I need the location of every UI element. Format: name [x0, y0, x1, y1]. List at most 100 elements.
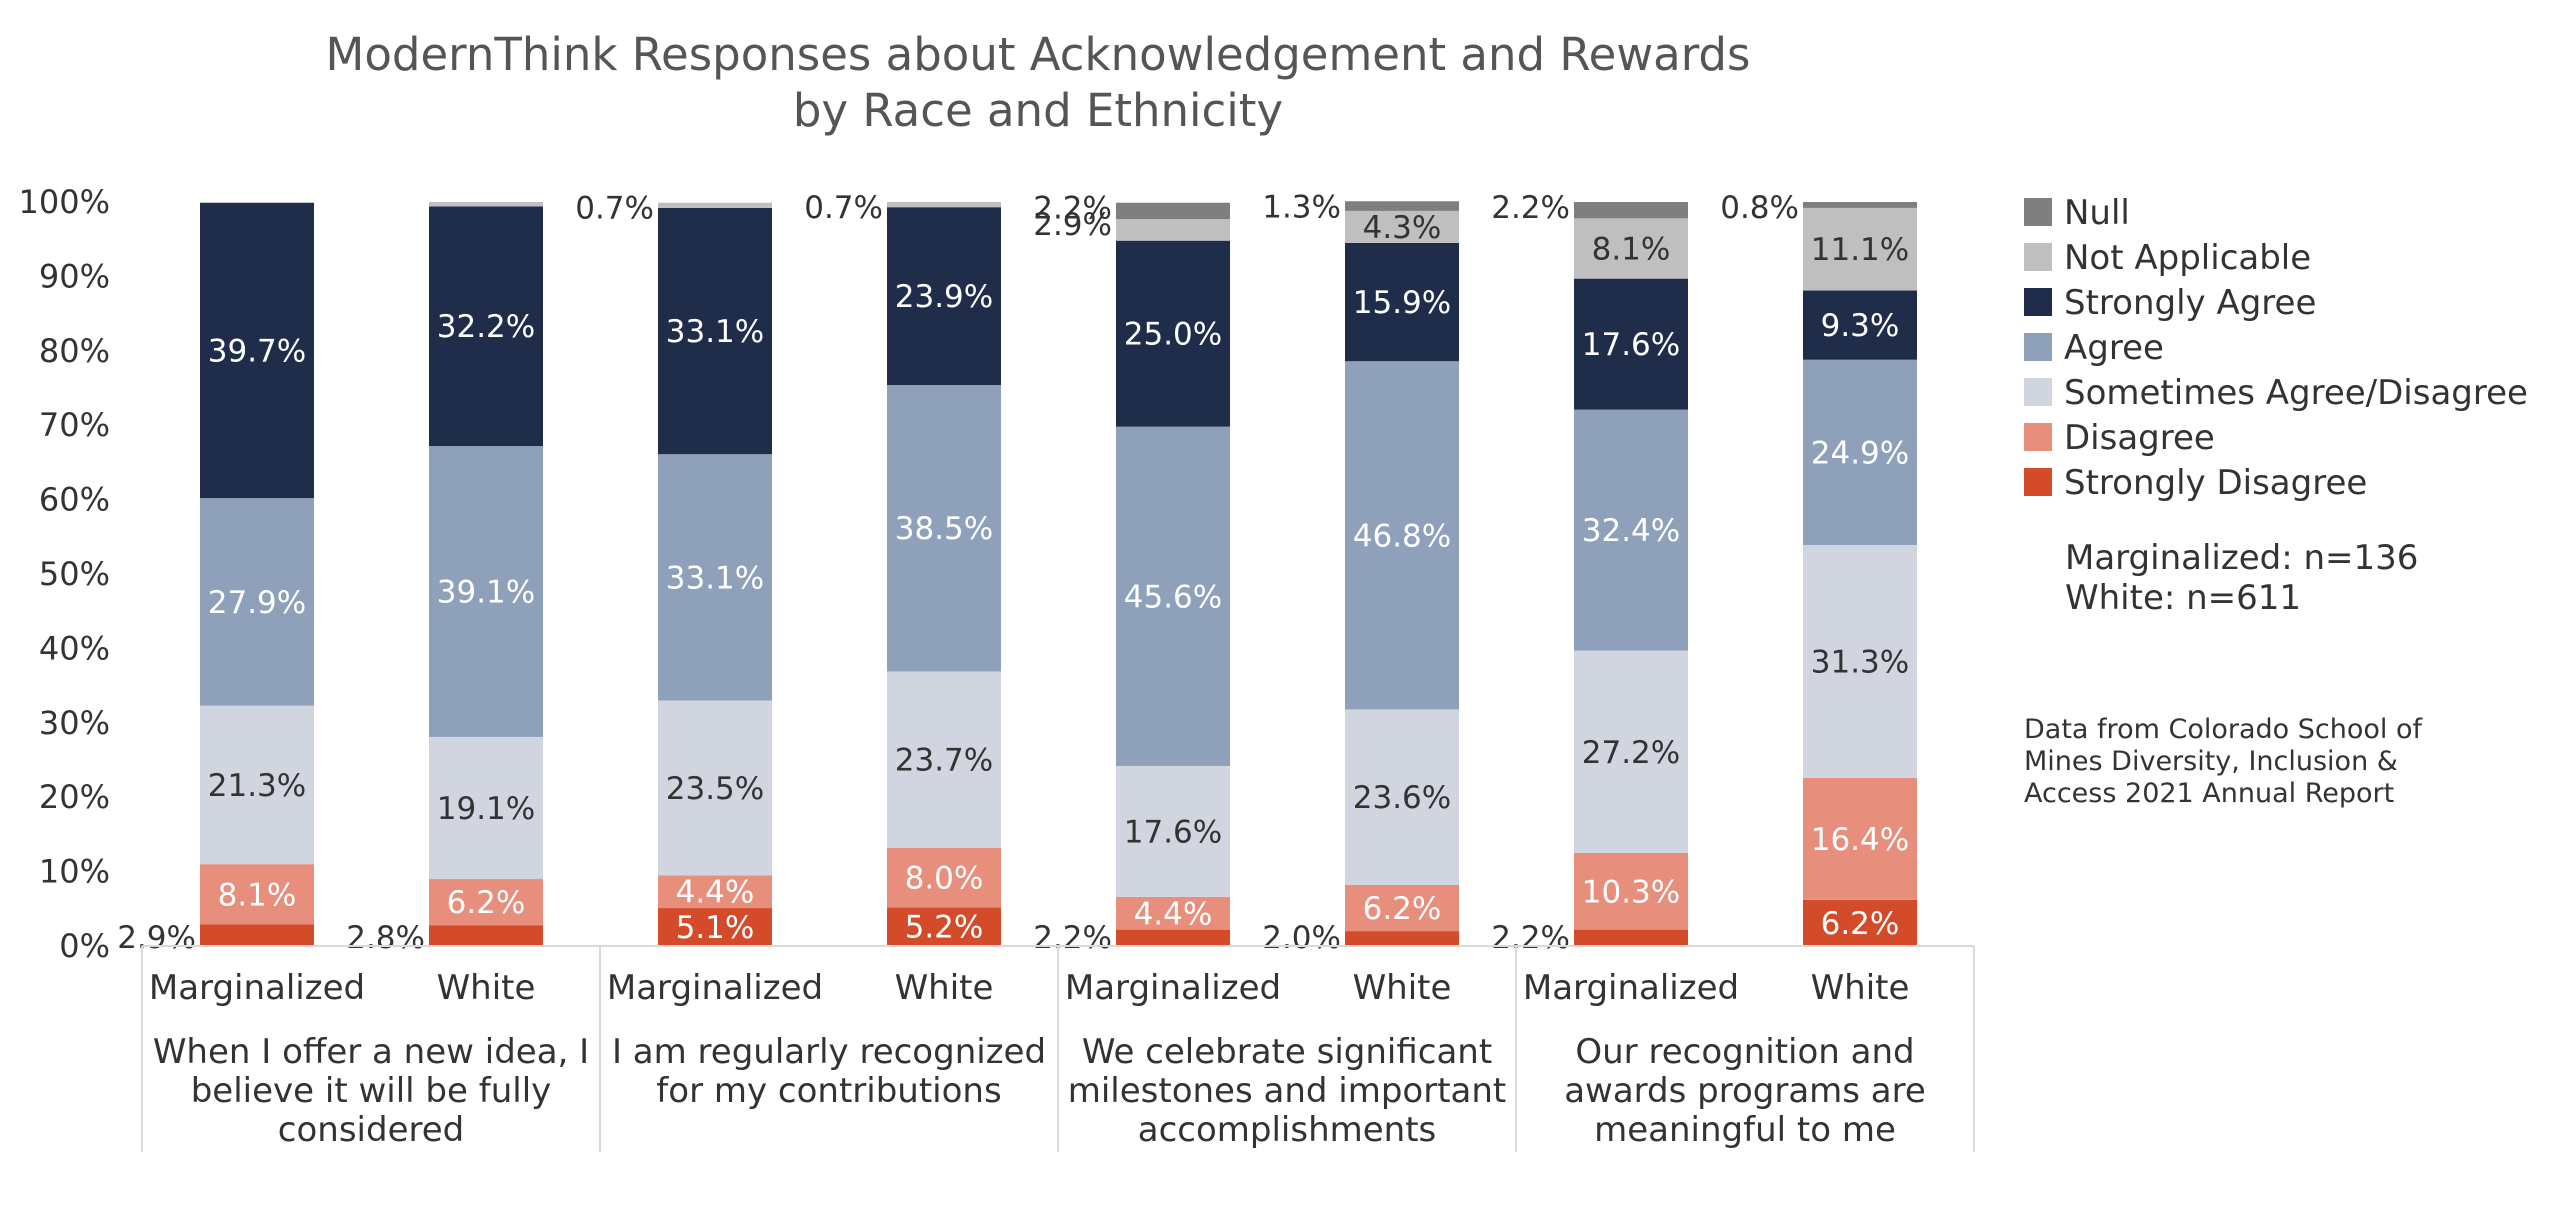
legend-label: Disagree	[2064, 418, 2215, 458]
legend-label: Strongly Disagree	[2064, 463, 2367, 503]
data-label: 32.2%	[437, 309, 535, 345]
chart-title-line: ModernThink Responses about Acknowledgem…	[326, 28, 1751, 81]
bar-segment	[429, 446, 543, 737]
bar-segment	[200, 498, 314, 706]
data-label: 23.7%	[895, 743, 993, 779]
category-label: Marginalized	[607, 968, 823, 1008]
data-label: 23.5%	[666, 771, 764, 807]
y-tick-label: 30%	[39, 704, 110, 742]
data-label: 2.9%	[117, 920, 196, 956]
bar-segment	[1574, 218, 1688, 279]
data-label: 6.2%	[1821, 906, 1900, 942]
bar-segment	[1116, 765, 1230, 897]
data-label: 2.2%	[1491, 190, 1570, 226]
bar-stack: 2.2% 10.3% 27.2% 32.4% 17.6% 8.1% 2.2%	[1491, 190, 1688, 956]
bar-segment	[200, 924, 314, 946]
y-tick-label: 60%	[39, 481, 110, 519]
data-label: 5.1%	[676, 910, 755, 946]
data-label: 2.2%	[1033, 920, 1112, 956]
legend-label: Not Applicable	[2064, 238, 2311, 278]
bar-segment	[1803, 290, 1917, 360]
data-label: 9.3%	[1821, 308, 1900, 344]
bar-segment	[1345, 709, 1459, 885]
legend: Null Not Applicable Strongly Agree Agree Som…	[2024, 193, 2528, 503]
bar-segment	[658, 454, 772, 701]
bar-segment	[1116, 929, 1230, 946]
data-label: 27.9%	[208, 585, 306, 621]
data-label: 23.9%	[895, 279, 993, 315]
data-label: 31.3%	[1811, 644, 1909, 680]
data-label: 2.8%	[346, 920, 425, 956]
bar-segment	[1345, 884, 1459, 932]
data-label: 23.6%	[1353, 780, 1451, 816]
bar-stack: 6.2% 16.4% 31.3% 24.9% 9.3% 11.1% 0.8%	[1720, 190, 1917, 946]
bar-segment	[429, 879, 543, 926]
bar-stack: 2.0% 6.2% 23.6% 46.8% 15.9% 4.3% 1.3%	[1262, 189, 1459, 956]
data-label: 27.2%	[1582, 735, 1680, 771]
bar-segment	[887, 907, 1001, 946]
group-label-line: Our recognition and	[1575, 1032, 1914, 1072]
bar-stack: 5.2% 8.0% 23.7% 38.5% 23.9% 0.7%	[804, 190, 1001, 946]
data-label: 0.7%	[575, 191, 654, 227]
bar-segment	[1803, 777, 1917, 900]
legend-swatch	[2024, 378, 2052, 406]
data-label: 32.4%	[1582, 513, 1680, 549]
data-label: 8.1%	[1592, 232, 1671, 268]
bar-segment	[887, 385, 1001, 672]
bar-segment	[429, 736, 543, 880]
data-label: 0.8%	[1720, 190, 1799, 226]
bar-segment	[1345, 361, 1459, 710]
data-label: 16.4%	[1811, 822, 1909, 858]
bar-segment	[200, 202, 314, 499]
source-line: Access 2021 Annual Report	[2024, 778, 2394, 809]
y-tick-label: 90%	[39, 257, 110, 295]
data-label: 0.7%	[804, 190, 883, 226]
legend-label: Strongly Agree	[2064, 283, 2316, 323]
bar-segment	[1803, 207, 1917, 291]
legend-label: Null	[2064, 193, 2130, 233]
y-tick-label: 0%	[59, 927, 110, 965]
data-label: 8.1%	[218, 877, 297, 913]
bar-segment	[1803, 544, 1917, 778]
bar-segment	[429, 925, 543, 946]
bar-segment	[1116, 896, 1230, 930]
bar-segment	[887, 207, 1001, 386]
bar-segment	[658, 202, 772, 208]
y-tick-label: 40%	[39, 629, 110, 667]
sample-size-note: White: n=611	[2065, 578, 2301, 618]
data-label: 33.1%	[666, 314, 764, 350]
data-label: 25.0%	[1124, 317, 1222, 353]
bar-segment	[1574, 650, 1688, 853]
data-label: 4.3%	[1363, 210, 1442, 246]
bar-segment	[887, 671, 1001, 848]
category-label: Marginalized	[149, 968, 365, 1008]
bar-stack: 2.8% 6.2% 19.1% 39.1% 32.2%	[346, 202, 543, 956]
bar-segment	[887, 202, 1001, 208]
y-axis: 0% 10% 20% 30% 40% 50% 60% 70% 80% 90% 100%	[19, 183, 110, 965]
data-label: 8.0%	[905, 861, 984, 897]
data-label: 45.6%	[1124, 579, 1222, 615]
bar-segment	[1803, 899, 1917, 946]
y-tick-label: 70%	[39, 406, 110, 444]
bar-segment	[1116, 219, 1230, 241]
bar-segment	[658, 875, 772, 909]
source-line: Mines Diversity, Inclusion &	[2024, 746, 2398, 777]
x-axis: Marginalized White Marginalized White Margin…	[141, 945, 1975, 1152]
category-label: White	[437, 968, 536, 1008]
data-label: 15.9%	[1353, 285, 1451, 321]
group-label-line: believe it will be fully	[191, 1071, 552, 1111]
group-label-line: meaningful to me	[1594, 1110, 1896, 1150]
data-label: 2.2%	[1033, 191, 1112, 227]
group-label-line: awards programs are	[1564, 1071, 1926, 1111]
group-label-line: accomplishments	[1138, 1110, 1437, 1150]
category-label: Marginalized	[1065, 968, 1281, 1008]
bars: 2.9% 8.1% 21.3% 27.9% 39.7% 2.8% 6.2% 19.1% 39.1…	[117, 189, 1917, 956]
y-tick-label: 80%	[39, 332, 110, 370]
bar-segment	[658, 207, 772, 455]
legend-swatch	[2024, 288, 2052, 316]
group-label-line: When I offer a new idea, I	[153, 1032, 589, 1072]
data-label: 2.0%	[1262, 920, 1341, 956]
